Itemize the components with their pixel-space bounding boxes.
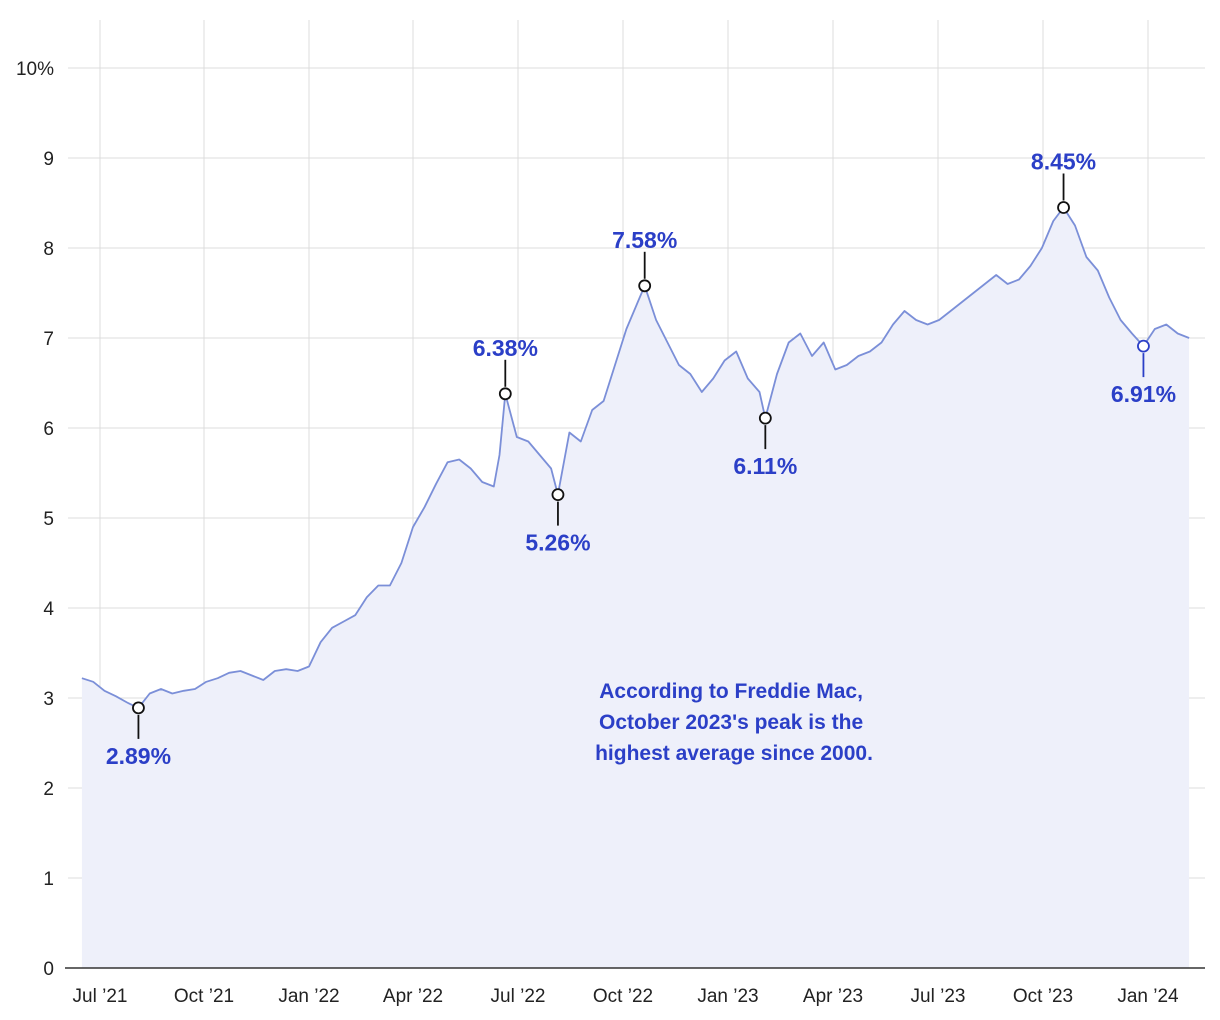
callout-marker	[638, 279, 652, 293]
y-tick-label: 5	[43, 509, 54, 530]
annotation-text: According to Freddie Mac, October 2023's…	[595, 680, 873, 765]
series-area	[81, 207, 1190, 968]
x-tick-label: Oct ’22	[593, 986, 653, 1007]
callout-label: 5.26%	[525, 530, 590, 556]
y-tick-label: 2	[43, 779, 54, 800]
callout-label: 2.89%	[106, 743, 171, 769]
callout-label: 6.11%	[733, 453, 797, 479]
y-tick-label: 10%	[16, 59, 54, 80]
x-tick-label: Jan ’23	[697, 986, 758, 1007]
annotation-line: highest average since 2000.	[595, 742, 873, 765]
callout: 6.11%	[733, 411, 797, 479]
annotation-line: According to Freddie Mac,	[599, 680, 863, 703]
callout: 6.38%	[473, 335, 538, 401]
callout-label: 8.45%	[1031, 149, 1096, 175]
callout: 6.91%	[1111, 339, 1176, 407]
callout-marker	[758, 411, 772, 425]
x-tick-label: Jul ’21	[73, 986, 128, 1007]
y-tick-label: 4	[43, 599, 54, 620]
y-tick-label: 7	[43, 329, 54, 350]
y-tick-label: 3	[43, 689, 54, 710]
x-tick-label: Jul ’22	[491, 986, 546, 1007]
x-tick-label: Jul ’23	[911, 986, 966, 1007]
callout-marker	[551, 488, 565, 502]
series-line	[81, 206, 1190, 709]
callouts: 2.89% 6.38% 5.26% 7.58% 6.11% 8.45% 6.91%	[106, 149, 1176, 769]
callout-marker	[1137, 339, 1150, 353]
y-tick-label: 1	[43, 869, 54, 890]
callout-marker	[132, 701, 145, 715]
x-tick-label: Oct ’21	[174, 986, 234, 1007]
y-axis-tick-labels: 0 1 2 3 4 5 6 7 8 9 10%	[16, 59, 54, 980]
callout-label: 6.91%	[1111, 381, 1176, 407]
x-axis-tick-labels: Jul ’21 Oct ’21 Jan ’22 Apr ’22 Jul ’22 Oct ’…	[73, 986, 1180, 1007]
callout-marker	[498, 387, 512, 401]
x-tick-label: Apr ’22	[383, 986, 443, 1007]
x-tick-label: Jan ’22	[278, 986, 339, 1007]
callout: 2.89%	[106, 701, 171, 769]
annotation-line: October 2023's peak is the	[599, 711, 863, 734]
x-tick-label: Oct ’23	[1013, 986, 1073, 1007]
callout-marker	[1057, 201, 1070, 214]
callout-label: 6.38%	[473, 335, 538, 361]
callout: 7.58%	[612, 227, 677, 293]
y-tick-label: 0	[43, 959, 54, 980]
y-tick-label: 8	[43, 239, 54, 260]
callout: 5.26%	[525, 488, 591, 556]
y-tick-label: 9	[43, 149, 54, 170]
x-tick-label: Apr ’23	[803, 986, 863, 1007]
x-tick-label: Jan ’24	[1117, 986, 1179, 1007]
callout: 8.45%	[1031, 149, 1096, 214]
callout-label: 7.58%	[612, 227, 677, 253]
y-tick-label: 6	[43, 419, 54, 440]
